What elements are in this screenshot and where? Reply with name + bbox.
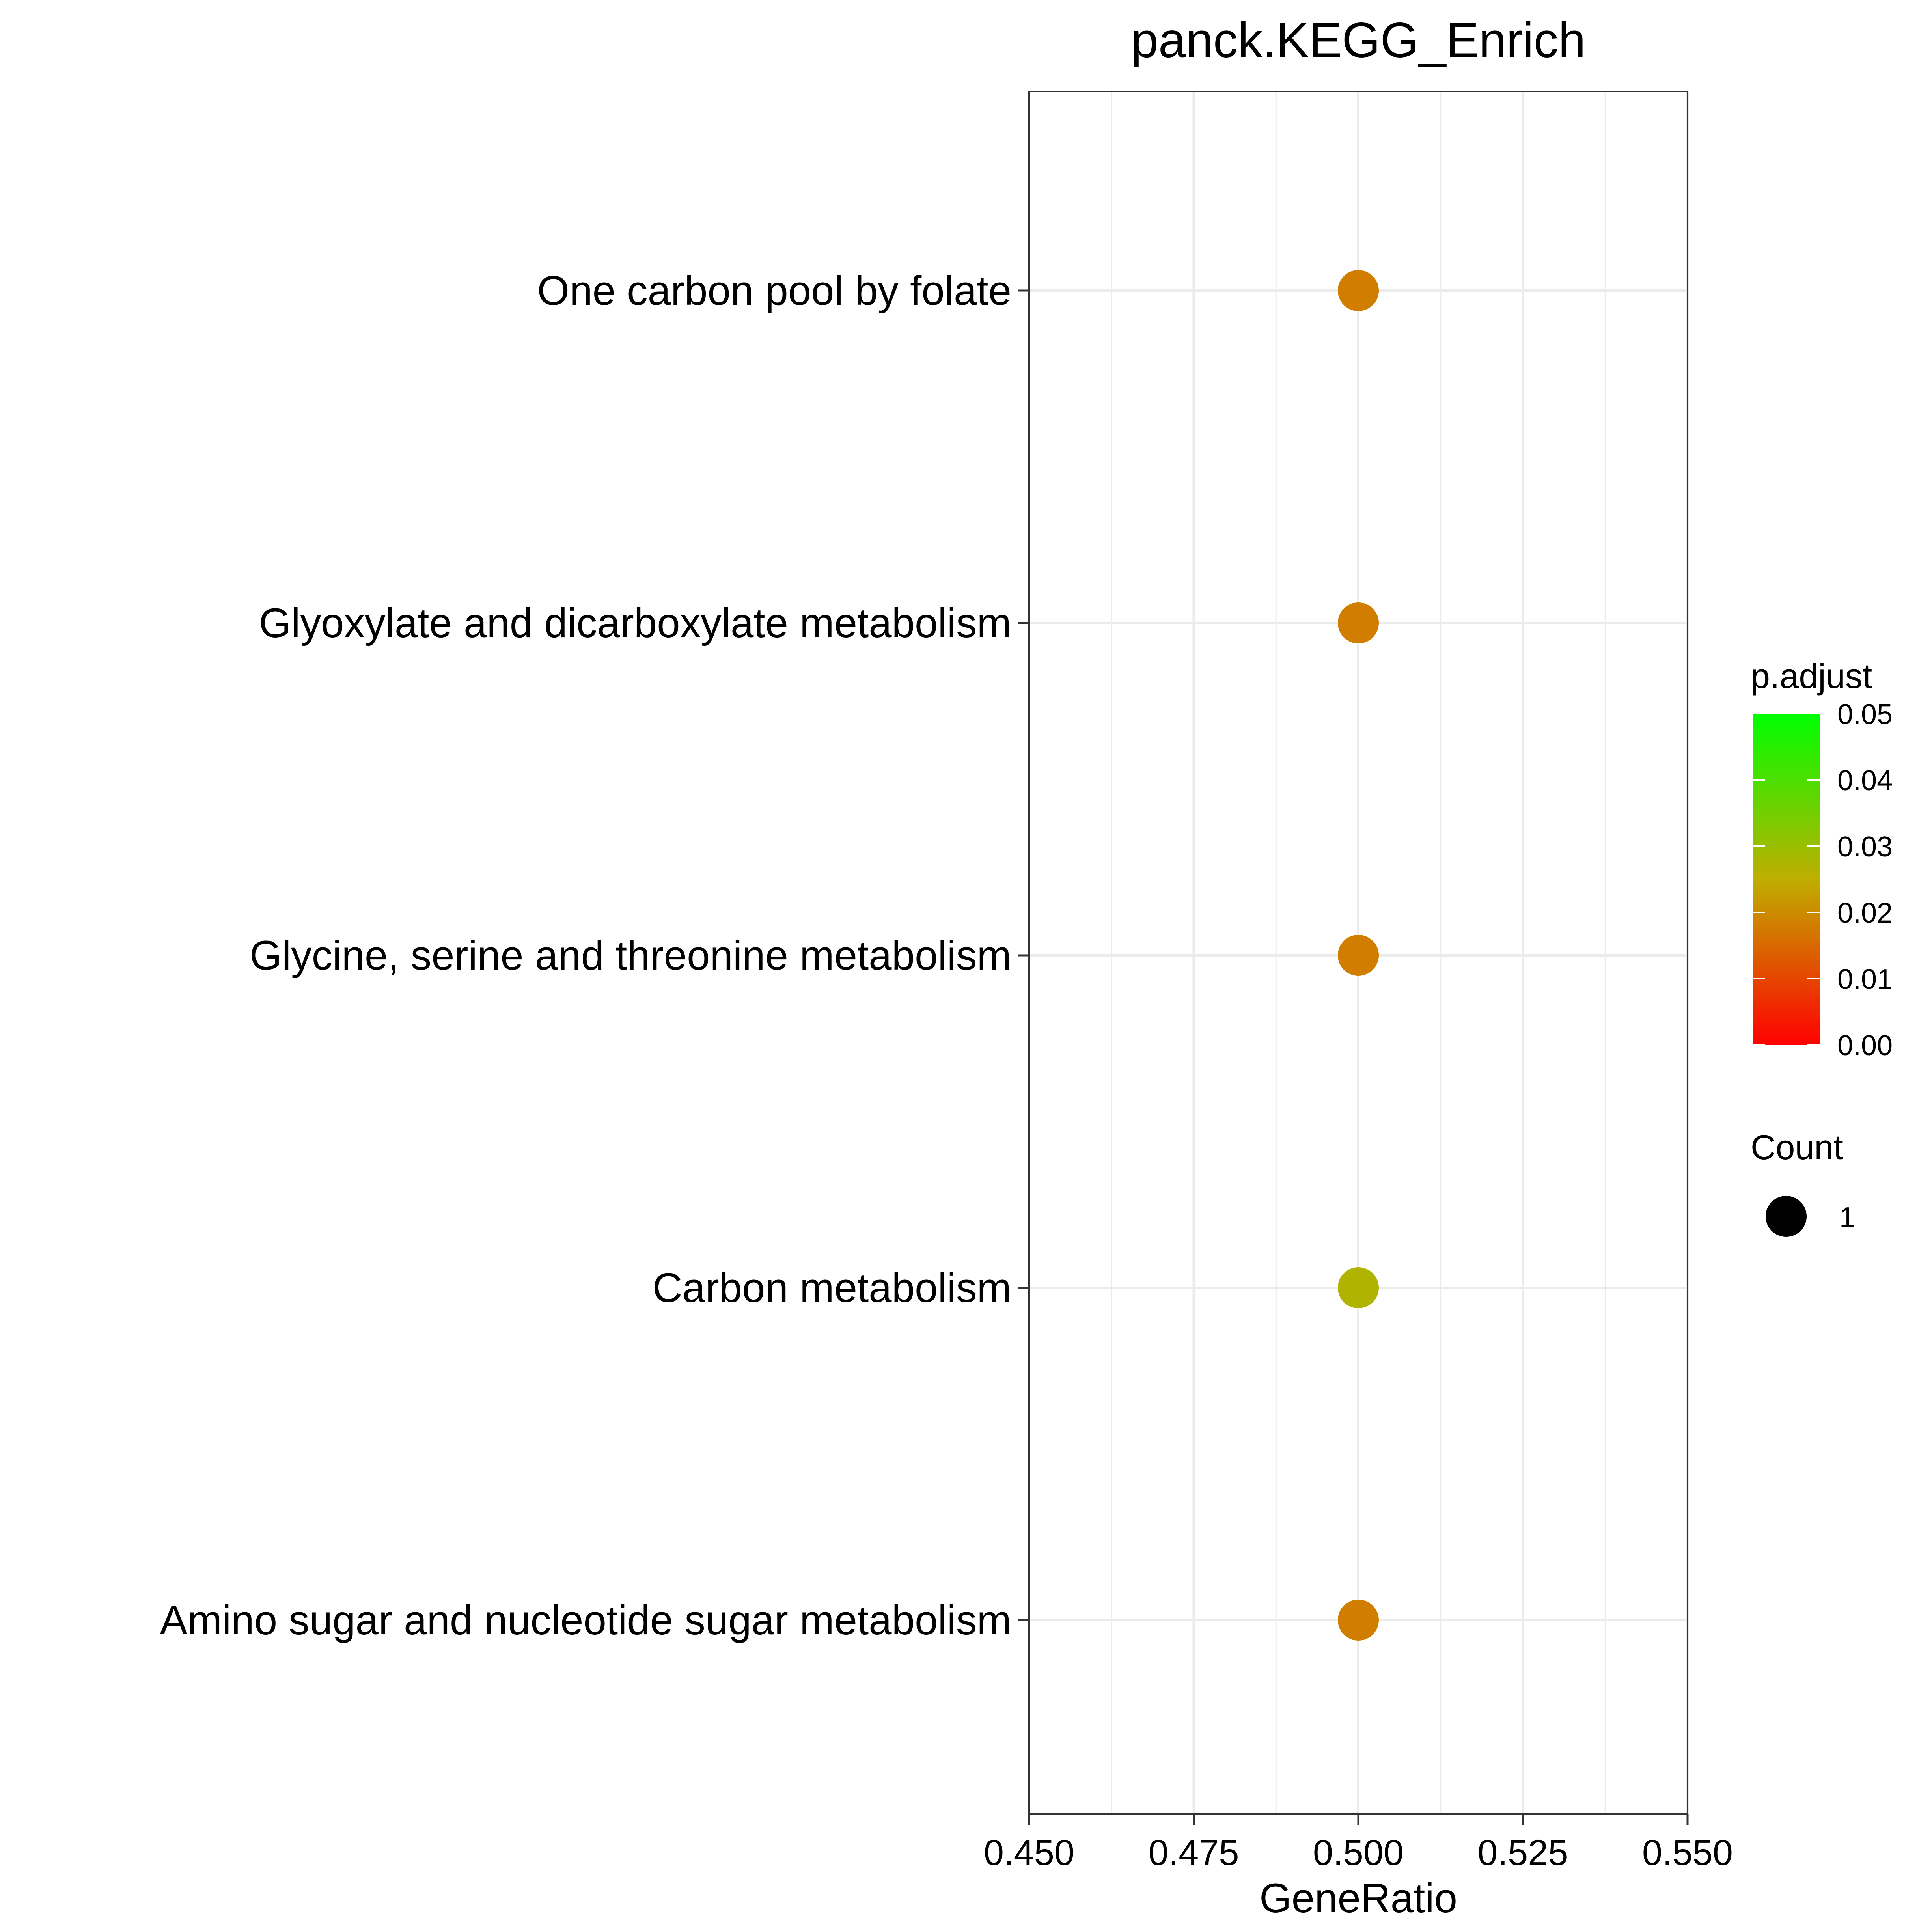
colorbar-ticks: 0.05 0.04 0.03 0.02 0.01 0.00	[1753, 699, 1893, 1061]
data-point	[1338, 1267, 1379, 1308]
colorbar-tick-label: 0.04	[1837, 765, 1893, 796]
count-legend-label: 1	[1839, 1202, 1855, 1233]
x-tick-label: 0.500	[1313, 1833, 1404, 1873]
y-tick-label: Glycine, serine and threonine metabolism	[250, 932, 1011, 979]
x-axis: 0.450 0.475 0.500 0.525 0.550	[984, 1814, 1733, 1873]
count-legend: Count 1	[1751, 1128, 1855, 1237]
colorbar-tick-label: 0.05	[1837, 699, 1893, 730]
colorbar-tick-label: 0.00	[1837, 1030, 1893, 1061]
y-tick-label: One carbon pool by folate	[537, 268, 1011, 314]
y-axis: One carbon pool by folate Glyoxylate and …	[160, 268, 1029, 1643]
p-adjust-legend-title: p.adjust	[1751, 656, 1872, 696]
data-point	[1338, 935, 1379, 976]
x-tick-label: 0.550	[1642, 1833, 1733, 1873]
data-point	[1338, 602, 1379, 643]
count-legend-title: Count	[1751, 1128, 1843, 1167]
x-tick-label: 0.475	[1148, 1833, 1239, 1873]
colorbar-tick-label: 0.01	[1837, 964, 1893, 995]
x-axis-title: GeneRatio	[1259, 1875, 1457, 1921]
count-legend-key	[1766, 1196, 1807, 1237]
x-tick-label: 0.525	[1477, 1833, 1568, 1873]
colorbar-tick-label: 0.03	[1837, 831, 1893, 863]
x-tick-label: 0.450	[984, 1833, 1074, 1873]
data-points	[1338, 270, 1379, 1641]
y-tick-label: Amino sugar and nucleotide sugar metabol…	[160, 1597, 1011, 1643]
data-point	[1338, 270, 1379, 311]
colorbar-tick-label: 0.02	[1837, 897, 1893, 929]
y-tick-label: Glyoxylate and dicarboxylate metabolism	[259, 600, 1011, 646]
chart-title: panck.KEGG_Enrich	[1131, 13, 1585, 68]
y-tick-label: Carbon metabolism	[653, 1265, 1011, 1311]
data-point	[1338, 1600, 1379, 1641]
p-adjust-colorbar	[1753, 714, 1820, 1045]
minor-gridlines	[1111, 91, 1606, 1814]
p-adjust-legend: p.adjust 0.05 0.04 0.03 0.02 0.01 0.00	[1751, 656, 1893, 1061]
